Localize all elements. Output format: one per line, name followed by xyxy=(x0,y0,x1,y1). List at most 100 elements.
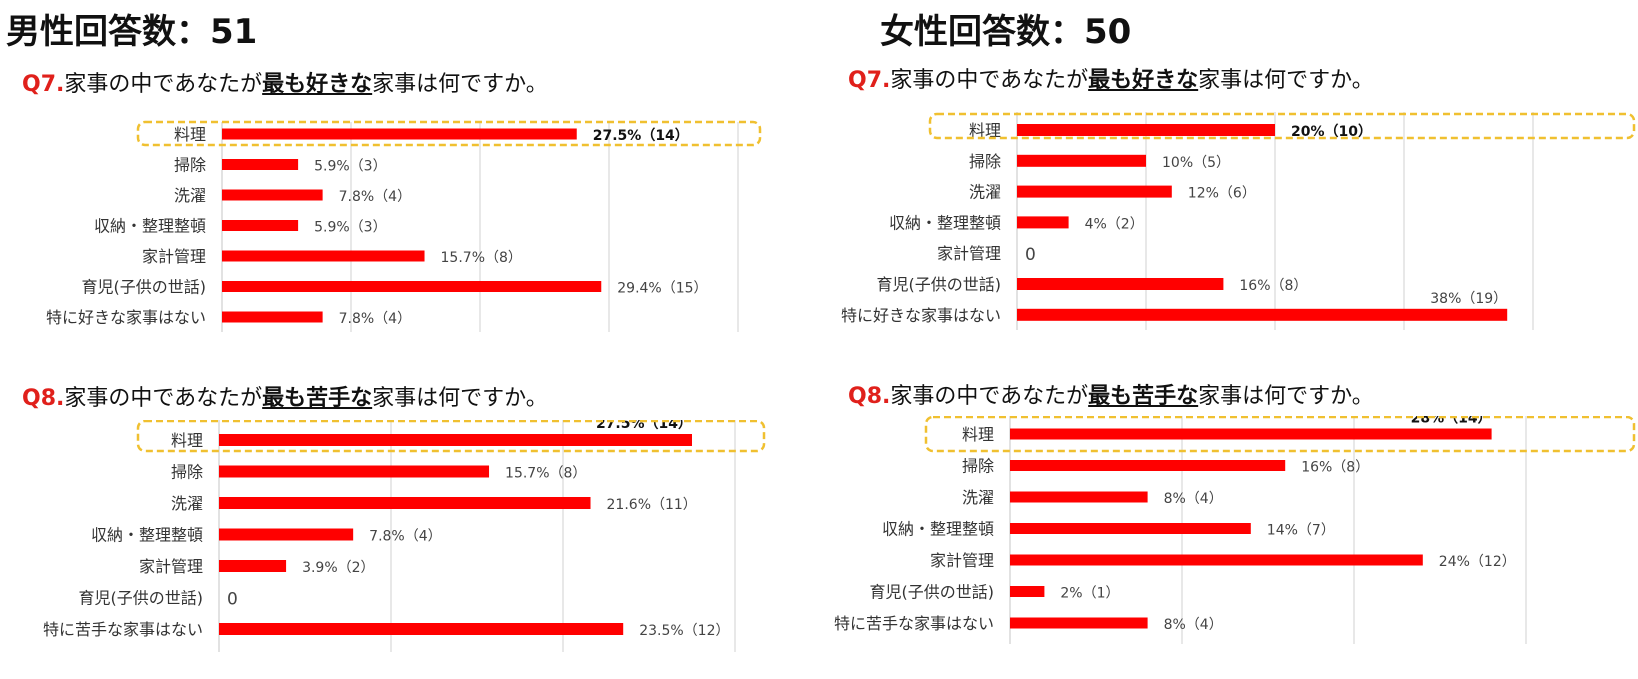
bar-chart-male-q8: 料理 27.5%（14） 掃除 15.7%（8） 洗濯 21.6%（11） 収納・整理整頓 7… xyxy=(43,420,766,652)
data-label: 28%（14） xyxy=(1411,416,1492,427)
bar xyxy=(219,623,624,635)
question-text: 家事の中であなたが xyxy=(64,72,263,97)
bar xyxy=(1010,491,1148,503)
data-label: 23.5%（12） xyxy=(639,623,729,639)
data-label: 15.7%（8） xyxy=(505,466,586,482)
category-label: 料理 xyxy=(171,431,203,450)
question-number: Q7. xyxy=(848,68,891,93)
bar-chart-female-q8: 料理 28%（14） 掃除 16%（8） 洗濯 8%（4） 収納・整理整頓 14%（7） 家計管… xyxy=(834,416,1636,644)
category-label: 洗濯 xyxy=(962,488,994,507)
question-emphasis: 最も苦手な xyxy=(1088,384,1199,409)
data-label: 2%（1） xyxy=(1060,586,1119,602)
data-label: 12%（6） xyxy=(1188,186,1256,202)
category-label: 育児(子供の世話) xyxy=(870,583,995,602)
data-label: 10%（5） xyxy=(1162,155,1230,171)
highlight-box xyxy=(136,420,766,453)
category-label: 育児(子供の世話) xyxy=(79,589,204,608)
question-text: 家事の中であなたが xyxy=(64,386,263,411)
bar xyxy=(219,528,354,541)
bar xyxy=(222,159,299,170)
data-label: 8%（4） xyxy=(1164,617,1223,633)
data-label: 21.6%（11） xyxy=(607,497,697,513)
category-label: 収納・整理整頓 xyxy=(882,520,994,539)
category-label: 掃除 xyxy=(174,156,206,175)
question-text: 家事の中であなたが xyxy=(890,384,1089,409)
category-label: 育児(子供の世話) xyxy=(82,278,207,297)
highlight-box xyxy=(928,112,1636,140)
bar xyxy=(222,250,425,262)
question-text-end: 家事は何ですか。 xyxy=(1198,68,1374,93)
category-label: 収納・整理整頓 xyxy=(91,526,203,545)
bar xyxy=(1017,308,1508,321)
highlight-box xyxy=(136,120,762,147)
category-label: 収納・整理整頓 xyxy=(889,213,1001,232)
category-label: 収納・整理整頓 xyxy=(94,217,206,236)
question-number: Q8. xyxy=(22,386,65,411)
data-label: 7.8%（4） xyxy=(339,189,411,205)
bar xyxy=(1010,554,1423,566)
data-label: 20%（10） xyxy=(1291,124,1372,140)
bar xyxy=(1017,124,1275,136)
category-label: 掃除 xyxy=(171,463,203,482)
data-label: 7.8%（4） xyxy=(339,311,411,327)
data-label: 0 xyxy=(1025,245,1036,265)
question-title: Q7.家事の中であなたが最も好きな家事は何ですか。 xyxy=(22,66,548,98)
bar xyxy=(1017,154,1146,167)
bar xyxy=(222,128,577,140)
data-label: 15.7%（8） xyxy=(441,250,522,266)
data-label: 27.5%（14） xyxy=(596,420,692,432)
data-label: 24%（12） xyxy=(1439,554,1516,570)
highlight-box xyxy=(924,416,1636,453)
category-label: 洗濯 xyxy=(171,494,203,513)
category-label: 料理 xyxy=(969,121,1001,140)
question-text-end: 家事は何ですか。 xyxy=(372,72,548,97)
bar xyxy=(1010,460,1286,471)
category-label: 掃除 xyxy=(969,152,1001,171)
bar xyxy=(1010,617,1148,629)
data-label: 16%（8） xyxy=(1239,278,1307,294)
bar xyxy=(222,311,323,323)
panel-title-male: 男性回答数：51 xyxy=(6,12,258,52)
question-emphasis: 最も好きな xyxy=(262,72,373,97)
bar xyxy=(1010,523,1251,534)
data-label: 38%（19） xyxy=(1430,291,1507,307)
category-label: 洗濯 xyxy=(174,186,206,205)
question-title: Q8.家事の中であなたが最も苦手な家事は何ですか。 xyxy=(22,380,548,412)
bar xyxy=(222,220,299,231)
category-label: 料理 xyxy=(174,125,206,144)
category-label: 特に好きな家事はない xyxy=(46,308,206,327)
bar xyxy=(1017,185,1172,198)
bar xyxy=(1010,428,1492,440)
bar xyxy=(219,560,287,572)
data-label: 16%（8） xyxy=(1301,460,1369,476)
bar xyxy=(1017,216,1069,229)
bar xyxy=(222,189,323,201)
question-text-end: 家事は何ですか。 xyxy=(1198,384,1374,409)
category-label: 家計管理 xyxy=(139,557,203,576)
question-text: 家事の中であなたが xyxy=(890,68,1089,93)
question-emphasis: 最も苦手な xyxy=(262,386,373,411)
category-label: 料理 xyxy=(962,425,994,444)
data-label: 4%（2） xyxy=(1085,216,1144,232)
category-label: 洗濯 xyxy=(969,183,1001,202)
data-label: 0 xyxy=(227,590,238,610)
data-label: 5.9%（3） xyxy=(314,220,386,236)
bar xyxy=(1010,586,1045,597)
bar xyxy=(1017,278,1224,290)
data-label: 14%（7） xyxy=(1267,523,1335,539)
data-label: 29.4%（15） xyxy=(617,281,707,297)
bar-chart-female-q7: 料理 20%（10） 掃除 10%（5） 洗濯 12%（6） 収納・整理整頓 4%（2） 家計管… xyxy=(841,112,1636,330)
category-label: 育児(子供の世話) xyxy=(877,275,1002,294)
bar-chart-male-q7: 料理 27.5%（14） 掃除 5.9%（3） 洗濯 7.8%（4） 収納・整理整頓 5.9%… xyxy=(46,120,762,332)
question-emphasis: 最も好きな xyxy=(1088,68,1199,93)
category-label: 特に苦手な家事はない xyxy=(43,620,203,639)
bar xyxy=(219,497,591,509)
question-title: Q8.家事の中であなたが最も苦手な家事は何ですか。 xyxy=(848,378,1374,410)
bar xyxy=(219,465,490,478)
category-label: 家計管理 xyxy=(142,247,206,266)
question-number: Q7. xyxy=(22,72,65,97)
data-label: 8%（4） xyxy=(1164,491,1223,507)
bar xyxy=(222,281,602,292)
category-label: 家計管理 xyxy=(937,244,1001,263)
category-label: 特に好きな家事はない xyxy=(841,306,1001,325)
